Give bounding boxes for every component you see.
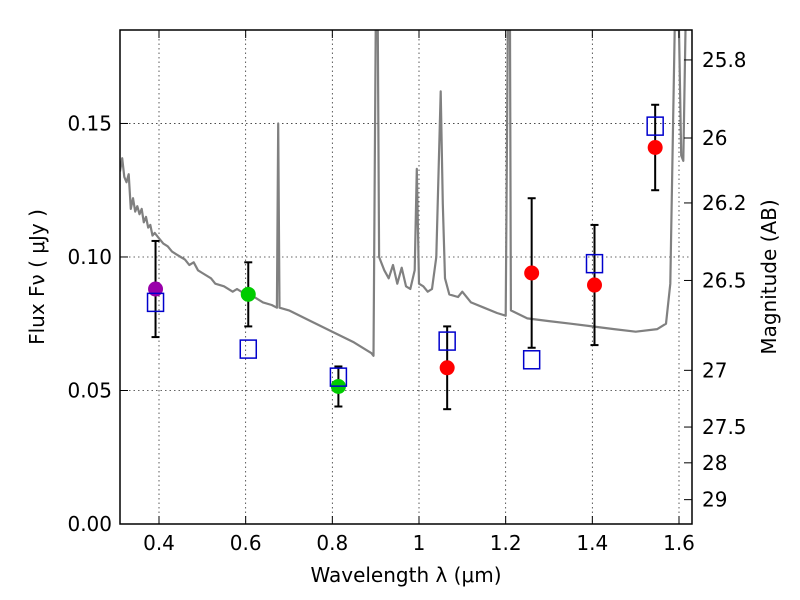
y-tick-label: 0.15 <box>67 111 112 135</box>
spectrum-layer <box>120 30 687 357</box>
grid <box>120 30 692 525</box>
model-point <box>146 292 165 313</box>
x-tick-label: 0.6 <box>230 531 262 555</box>
x-tick-label: 1.2 <box>490 531 522 555</box>
x-tick-label: 1.6 <box>663 531 695 555</box>
observed-point <box>148 281 164 297</box>
observed-point <box>587 277 602 293</box>
y2-axis-title: Magnitude (AB) <box>757 199 781 354</box>
y2-tick-label: 28 <box>702 451 727 475</box>
y-tick-label: 0.00 <box>67 512 112 536</box>
x-axis-title: Wavelength λ (μm) <box>310 563 501 587</box>
model-spectrum-line <box>120 30 687 357</box>
y2-tick-label: 26.5 <box>702 268 747 292</box>
x-axis: 0.4 0.6 0.8 1 1.2 1.4 1.6 <box>143 30 695 555</box>
points-layer <box>146 103 664 411</box>
model-point <box>585 253 604 274</box>
observed-point <box>524 265 540 281</box>
y2-tick-label: 26.2 <box>702 191 747 215</box>
x-tick-label: 0.8 <box>316 531 348 555</box>
y2-tick-label: 26 <box>702 126 727 150</box>
y2-tick-label: 29 <box>702 488 727 512</box>
y-axis-title: Flux Fν ( μJy ) <box>25 209 49 345</box>
model-point <box>522 350 541 370</box>
x-tick-label: 0.4 <box>143 531 175 555</box>
y2-axis: 25.8 26 26.2 26.5 27 27.5 28 29 <box>684 48 747 512</box>
model-point <box>329 367 348 387</box>
model-point <box>646 116 664 136</box>
model-point <box>438 331 456 351</box>
y2-tick-label: 27 <box>702 358 727 382</box>
x-tick-label: 1 <box>413 531 426 555</box>
model-point <box>239 339 258 359</box>
observed-point <box>240 286 256 302</box>
y-tick-label: 0.10 <box>67 245 112 269</box>
y-axis: 0.00 0.05 0.10 0.15 <box>67 111 128 536</box>
y2-tick-label: 25.8 <box>702 48 747 72</box>
observed-point <box>439 360 455 376</box>
y2-tick-label: 27.5 <box>702 415 747 439</box>
plot-frame <box>119 29 693 525</box>
y-tick-label: 0.05 <box>67 378 112 402</box>
observed-point <box>647 139 663 155</box>
x-tick-label: 1.4 <box>576 531 608 555</box>
